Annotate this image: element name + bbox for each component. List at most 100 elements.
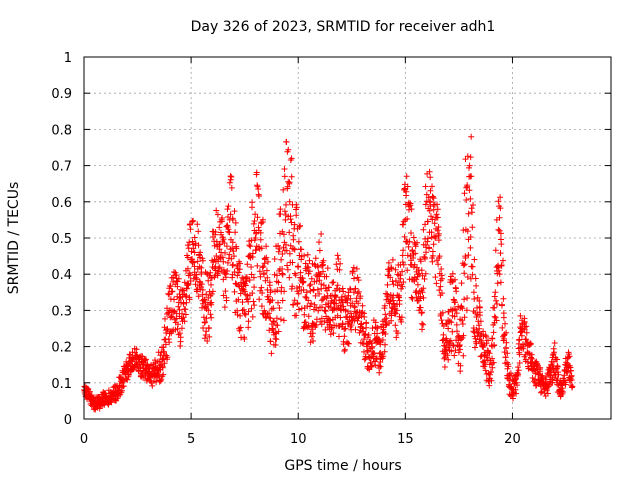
data-point [250, 220, 257, 227]
data-point [222, 288, 229, 295]
data-point [523, 329, 530, 336]
data-point [445, 356, 452, 363]
data-point [107, 398, 114, 405]
data-point [436, 230, 442, 237]
data-point [554, 363, 561, 370]
data-point [422, 201, 429, 208]
data-point [392, 277, 399, 284]
data-point [316, 290, 323, 297]
data-point [232, 219, 239, 226]
data-point [166, 291, 173, 298]
data-point [465, 252, 472, 259]
data-point [437, 283, 444, 290]
data-point [467, 195, 474, 202]
data-point [497, 194, 504, 201]
data-point [223, 294, 230, 301]
data-point [272, 342, 279, 348]
data-point [419, 289, 426, 296]
data-point [421, 254, 428, 261]
data-point [473, 314, 480, 320]
data-point [342, 325, 349, 332]
data-point [232, 229, 239, 236]
data-point [412, 243, 419, 250]
data-point [323, 273, 330, 280]
data-point [489, 355, 496, 362]
data-point [347, 286, 354, 293]
y-tick-label: 0.8 [51, 123, 72, 138]
data-point [241, 336, 248, 342]
data-point [350, 264, 357, 271]
data-point [206, 324, 212, 331]
data-point [515, 367, 522, 374]
data-point [460, 332, 467, 339]
data-point [426, 245, 433, 252]
data-point [453, 288, 460, 295]
data-point [528, 354, 534, 361]
data-point [416, 270, 423, 277]
data-point [458, 280, 465, 287]
data-point [351, 303, 358, 310]
data-point [443, 320, 449, 327]
data-point [489, 364, 496, 371]
data-point [382, 341, 388, 348]
data-point [296, 283, 303, 290]
data-point [430, 195, 437, 202]
data-point [494, 301, 500, 307]
data-point [284, 262, 291, 269]
data-point [488, 368, 494, 375]
data-point [298, 256, 305, 263]
data-point [422, 183, 429, 190]
data-point [181, 318, 188, 325]
data-point [274, 272, 280, 279]
data-point [174, 325, 181, 332]
data-point [231, 253, 237, 260]
data-point [355, 288, 362, 295]
data-point [322, 307, 329, 314]
data-point [300, 286, 307, 293]
data-point [388, 265, 395, 272]
data-point [275, 242, 282, 249]
data-point [345, 308, 351, 315]
data-point [319, 304, 325, 311]
data-point [385, 259, 392, 266]
data-point [231, 208, 238, 215]
data-point [209, 288, 216, 295]
data-point [400, 279, 407, 285]
data-point [320, 282, 327, 289]
data-point [273, 336, 280, 343]
data-point [250, 274, 257, 281]
data-point [429, 183, 435, 190]
data-point [321, 318, 328, 325]
data-point [268, 306, 275, 312]
data-point [420, 294, 427, 301]
data-point [354, 317, 361, 324]
data-point [503, 339, 510, 346]
data-point [471, 296, 478, 302]
data-point [270, 318, 277, 325]
data-point [324, 265, 331, 272]
data-point [434, 201, 440, 208]
data-point [306, 282, 313, 289]
data-point [288, 155, 295, 162]
data-point [414, 239, 420, 246]
data-point [217, 241, 223, 248]
data-point [159, 364, 166, 371]
data-point [564, 369, 571, 376]
data-point [149, 382, 156, 389]
data-point [333, 300, 340, 307]
data-point [497, 230, 504, 237]
data-point [485, 337, 491, 344]
data-point [245, 308, 252, 315]
data-point [361, 336, 367, 343]
data-point [477, 318, 484, 325]
data-point [275, 248, 282, 255]
data-point [469, 263, 476, 270]
data-point [142, 357, 149, 364]
data-point [194, 258, 201, 265]
data-point [396, 297, 403, 304]
data-point [478, 352, 485, 359]
data-point [182, 311, 189, 318]
data-point [502, 354, 509, 361]
data-point [184, 282, 191, 289]
data-point [382, 322, 389, 329]
